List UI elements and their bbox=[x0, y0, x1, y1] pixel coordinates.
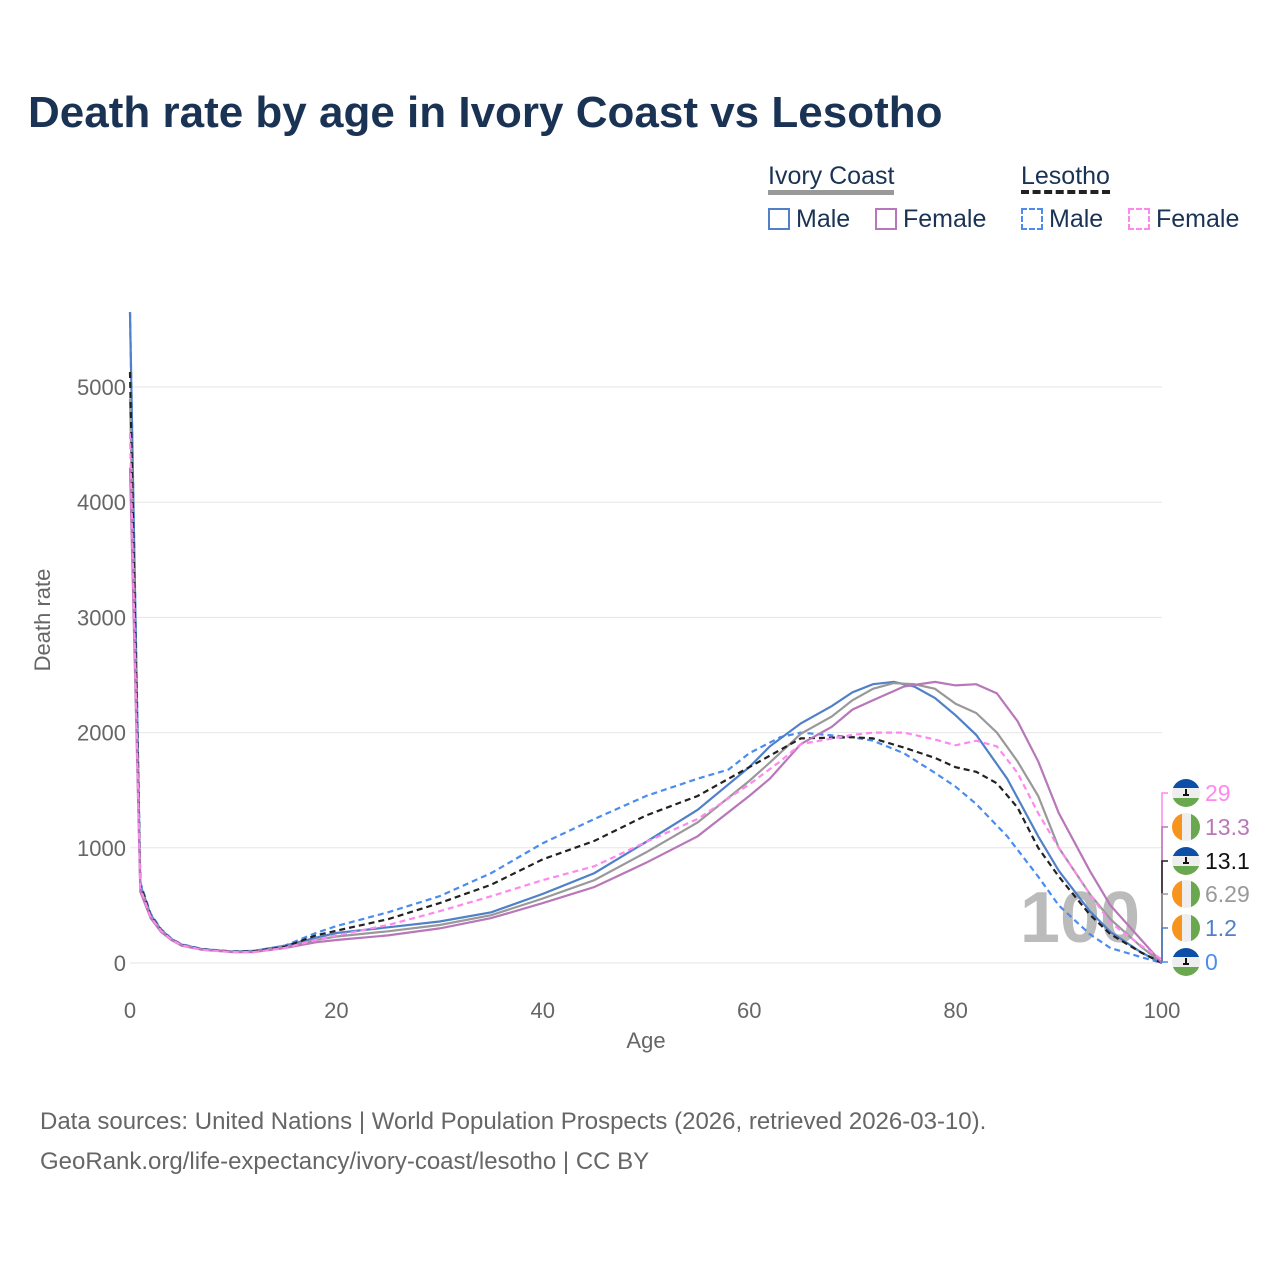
end-label-connector bbox=[1161, 826, 1168, 963]
end-label-value: 0 bbox=[1205, 949, 1218, 975]
series-line-ivory-coast-female bbox=[128, 467, 1163, 964]
y-tick-label: 1000 bbox=[77, 836, 126, 861]
series-line-ivory-coast bbox=[128, 398, 1163, 964]
y-tick-label: 5000 bbox=[77, 375, 126, 400]
y-tick-label: 2000 bbox=[77, 721, 126, 746]
end-label-connector bbox=[1161, 927, 1168, 963]
series-line-lesotho-male bbox=[128, 312, 1163, 965]
legend-ic-male[interactable]: Male bbox=[768, 205, 850, 234]
x-tick-label: 0 bbox=[124, 998, 136, 1023]
age-watermark: 100 bbox=[1020, 878, 1140, 958]
end-label-connector bbox=[1161, 860, 1168, 963]
legend-label: Male bbox=[796, 205, 851, 233]
end-label-connector bbox=[1161, 961, 1168, 963]
y-tick-label: 0 bbox=[114, 951, 126, 976]
legend-swatch bbox=[768, 208, 790, 230]
legend-ls-female[interactable]: Female bbox=[1128, 205, 1239, 234]
legend-ls-male[interactable]: Male bbox=[1021, 205, 1103, 234]
ivory-coast-flag-icon bbox=[1172, 914, 1200, 942]
legend-group-ivory-coast[interactable]: Ivory Coast bbox=[768, 162, 895, 195]
legend-ic-female[interactable]: Female bbox=[875, 205, 986, 234]
ivory-coast-flag-icon bbox=[1172, 880, 1200, 908]
end-label-value: 13.1 bbox=[1205, 848, 1250, 874]
x-tick-label: 20 bbox=[324, 998, 348, 1023]
series-line-lesotho-female bbox=[128, 433, 1163, 961]
lesotho-flag-icon bbox=[1172, 779, 1200, 807]
series-line-ivory-coast-male bbox=[128, 312, 1163, 964]
y-axis-label: Death rate bbox=[30, 569, 55, 672]
y-tick-label: 4000 bbox=[77, 490, 126, 515]
legend-group-lesotho[interactable]: Lesotho bbox=[1021, 162, 1110, 194]
end-label-connector bbox=[1161, 792, 1168, 963]
y-tick-label: 3000 bbox=[77, 605, 126, 630]
ivory-coast-flag-icon bbox=[1172, 813, 1200, 841]
footer-link[interactable]: GeoRank.org/life-expectancy/ivory-coast/… bbox=[40, 1148, 650, 1175]
x-tick-label: 80 bbox=[943, 998, 967, 1023]
legend-swatch bbox=[1021, 208, 1043, 230]
x-tick-label: 100 bbox=[1144, 998, 1181, 1023]
x-tick-label: 40 bbox=[531, 998, 555, 1023]
legend-swatch bbox=[1128, 208, 1150, 230]
legend-label: Male bbox=[1049, 205, 1104, 233]
chart-title: Death rate by age in Ivory Coast vs Leso… bbox=[28, 88, 943, 137]
legend-label: Female bbox=[1156, 205, 1240, 233]
lesotho-flag-icon bbox=[1172, 847, 1200, 875]
footer-sources: Data sources: United Nations | World Pop… bbox=[40, 1108, 987, 1135]
end-label-value: 1.2 bbox=[1205, 915, 1237, 941]
end-label-value: 13.3 bbox=[1205, 814, 1250, 840]
end-label-value: 6.29 bbox=[1205, 881, 1250, 907]
legend-label: Female bbox=[903, 205, 987, 233]
end-label-value: 29 bbox=[1205, 780, 1231, 806]
lesotho-flag-icon bbox=[1172, 948, 1200, 976]
legend-swatch bbox=[875, 208, 897, 230]
series-line-lesotho bbox=[128, 371, 1163, 964]
x-axis-label: Age bbox=[626, 1028, 665, 1053]
x-tick-label: 60 bbox=[737, 998, 761, 1023]
